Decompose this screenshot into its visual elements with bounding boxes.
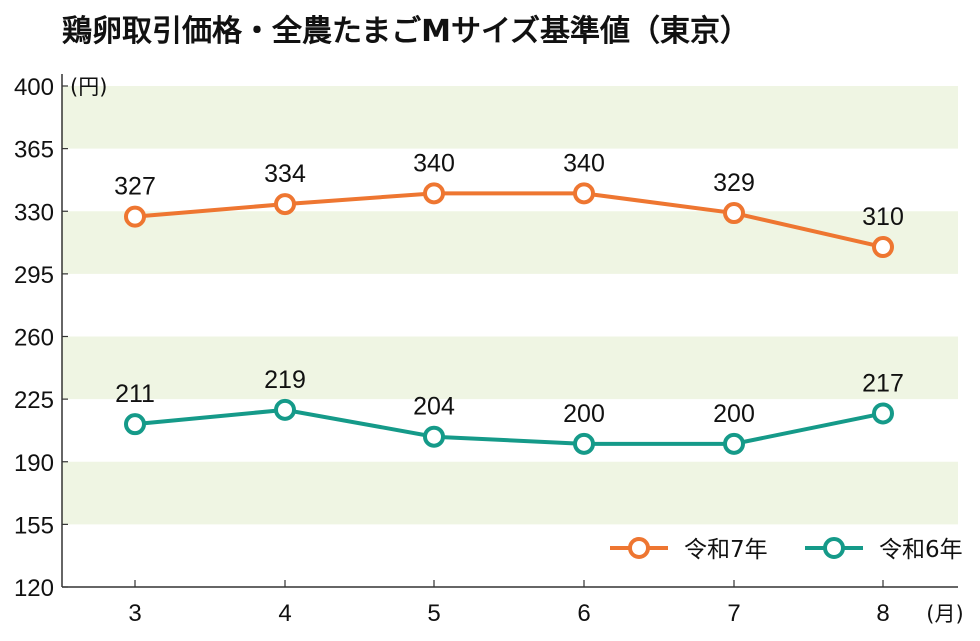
legend-marker — [823, 537, 845, 559]
data-point — [872, 402, 894, 425]
data-point — [423, 425, 445, 448]
x-tick-label: 3 — [128, 600, 141, 627]
y-tick-label: 330 — [14, 199, 54, 226]
data-label: 340 — [413, 149, 455, 177]
legend-label: 令和7年 — [684, 537, 768, 563]
y-tick-label: 400 — [14, 74, 54, 101]
data-point — [124, 205, 146, 228]
data-label: 327 — [114, 173, 156, 201]
legend-marker — [628, 537, 650, 559]
data-point — [423, 182, 445, 205]
data-point — [723, 432, 745, 455]
data-point — [274, 398, 296, 421]
data-label: 219 — [264, 366, 306, 394]
x-tick-label: 7 — [727, 600, 740, 627]
grid-band — [62, 461, 958, 525]
y-tick-label: 260 — [14, 325, 54, 352]
y-tick-label: 120 — [14, 575, 54, 602]
data-point — [573, 182, 595, 205]
data-label: 334 — [264, 160, 306, 188]
data-point — [274, 193, 296, 216]
y-tick-label: 155 — [14, 512, 54, 539]
data-label: 217 — [862, 369, 904, 397]
y-tick-label: 295 — [14, 262, 54, 289]
x-tick-label: 4 — [278, 600, 291, 627]
y-tick-label: 225 — [14, 387, 54, 414]
y-tick-label: 365 — [14, 137, 54, 164]
data-label: 200 — [713, 400, 755, 428]
series-line-1 — [134, 191, 884, 249]
y-axis-unit: (円) — [70, 75, 107, 99]
grid-band — [62, 86, 958, 149]
data-point — [124, 413, 146, 436]
data-label: 329 — [713, 169, 755, 197]
series-line-2 — [134, 407, 884, 446]
grid-band — [62, 336, 958, 400]
data-label: 340 — [563, 149, 605, 177]
x-tick-label: 6 — [577, 600, 590, 627]
data-label: 211 — [115, 380, 155, 408]
y-tick-label: 190 — [14, 450, 54, 477]
data-label: 204 — [413, 393, 455, 421]
data-point — [573, 432, 595, 455]
x-tick-label: 8 — [876, 600, 889, 627]
chart-title: 鶏卵取引価格・全農たまごMサイズ基準値（東京） — [62, 14, 751, 49]
legend-label: 令和6年 — [879, 537, 963, 563]
data-point — [723, 202, 745, 225]
grid-band — [62, 211, 958, 274]
x-axis-unit: (月) — [926, 602, 963, 626]
data-label: 200 — [563, 400, 605, 428]
data-label: 310 — [862, 203, 904, 231]
x-tick-label: 5 — [427, 600, 440, 627]
data-point — [872, 236, 894, 259]
